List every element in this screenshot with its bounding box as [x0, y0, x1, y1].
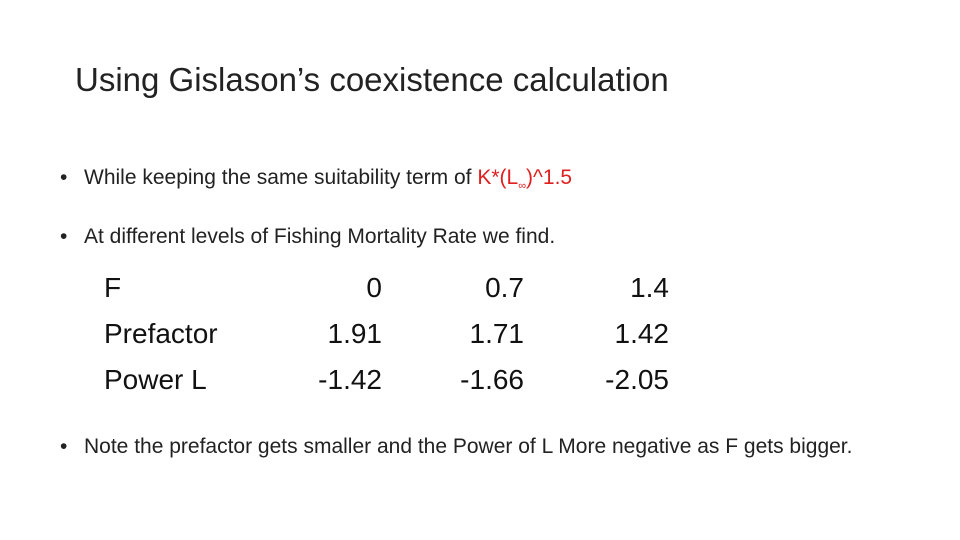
highlight-after: )^1.5	[526, 166, 573, 189]
row-label: Prefactor	[104, 318, 218, 349]
bullet-text: While keeping the same suitability term …	[84, 165, 572, 199]
table-row: Power L -1.42 -1.66 -2.05	[104, 362, 684, 408]
bullet-text: At different levels of Fishing Mortality…	[84, 225, 556, 248]
highlight-main: K*(L	[477, 166, 519, 189]
bullet-marker: •	[60, 435, 68, 458]
bullet-marker: •	[60, 166, 68, 189]
slide-title: Using Gislason’s coexistence calculation	[75, 61, 669, 98]
bullet-note: • Note the prefactor gets smaller and th…	[60, 434, 900, 486]
bullet-fishing-mortality: • At different levels of Fishing Mortali…	[60, 224, 920, 250]
row-label: F	[104, 272, 122, 303]
table-cell: 1.4	[630, 272, 669, 303]
bullet-marker: •	[60, 225, 68, 248]
bullet-suitability-term: • While keeping the same suitability ter…	[60, 165, 920, 192]
bullet-text: Note the prefactor gets smaller and the …	[84, 435, 853, 458]
bullet-text-before: While keeping the same suitability term …	[84, 166, 478, 189]
suitability-term-highlight: K*(L∞)^1.5	[477, 166, 573, 193]
table-cell: 0.7	[485, 272, 524, 303]
results-table: F 0 0.7 1.4 Prefactor 1.91 1.71 1.42 Pow…	[104, 270, 684, 408]
table-cell: 1.42	[614, 318, 670, 349]
table-row: Prefactor 1.91 1.71 1.42	[104, 316, 684, 362]
table-cell: -1.66	[460, 364, 524, 395]
table-cell: -2.05	[605, 364, 669, 395]
highlight-subscript: ∞	[518, 180, 527, 193]
table-cell: 1.71	[469, 318, 525, 349]
table-cell: 0	[366, 272, 382, 303]
table-row: F 0 0.7 1.4	[104, 270, 684, 316]
table-cell: 1.91	[327, 318, 383, 349]
row-label: Power L	[104, 364, 207, 395]
table-cell: -1.42	[318, 364, 382, 395]
